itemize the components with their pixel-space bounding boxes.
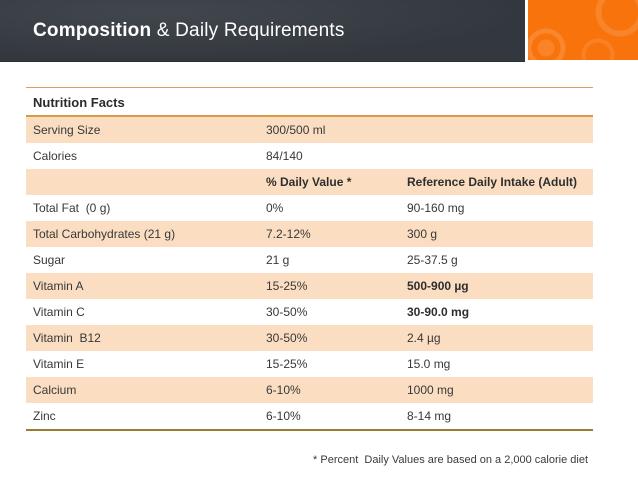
table-row: Total Fat (0 g) 0% 90-160 mg xyxy=(26,195,593,221)
cell-reference-intake: 90-160 mg xyxy=(407,201,465,215)
column-header-row: % Daily Value * Reference Daily Intake (A… xyxy=(26,169,593,195)
nutrition-facts-table: Nutrition Facts Serving Size 300/500 ml Ca… xyxy=(26,87,593,431)
slide-header: Composition & Daily Requirements xyxy=(0,0,525,62)
table-row: Zinc 6-10% 8-14 mg xyxy=(26,403,593,429)
table-row: Calcium 6-10% 1000 mg xyxy=(26,377,593,403)
cell-daily-value: 0% xyxy=(266,201,284,215)
cell-daily-value: 300/500 ml xyxy=(266,123,326,137)
cell-reference-intake: 1000 mg xyxy=(407,383,454,397)
decorative-orange-panel xyxy=(528,0,638,60)
table-title: Nutrition Facts xyxy=(26,88,593,117)
cell-reference-intake: 2.4 µg xyxy=(407,331,441,345)
table-row: Vitamin C 30-50% 30-90.0 mg xyxy=(26,299,593,325)
table-row: Vitamin E 15-25% 15.0 mg xyxy=(26,351,593,377)
slide-title-emphasis: Composition xyxy=(33,19,152,41)
cell-reference-intake: Reference Daily Intake (Adult) xyxy=(407,175,578,189)
cell-label: Total Carbohydrates (21 g) xyxy=(33,227,176,241)
cell-label: Total Fat (0 g) xyxy=(33,201,111,215)
cell-daily-value: 6-10% xyxy=(266,409,301,423)
cell-reference-intake: 300 g xyxy=(407,227,438,241)
cell-daily-value: % Daily Value * xyxy=(266,175,352,189)
cell-label: Vitamin E xyxy=(33,357,85,371)
table-row: Calories 84/140 xyxy=(26,143,593,169)
cell-label xyxy=(26,169,266,195)
cell-label: Zinc xyxy=(33,409,56,423)
cell-daily-value: 15-25% xyxy=(266,279,308,293)
slide-title: Composition & Daily Requirements xyxy=(33,20,345,42)
table-row: Vitamin B12 30-50% 2.4 µg xyxy=(26,325,593,351)
cell-label: Calcium xyxy=(33,383,77,397)
cell-daily-value: 30-50% xyxy=(266,305,308,319)
cell-reference-intake xyxy=(407,117,593,143)
cell-label: Serving Size xyxy=(33,123,101,137)
cell-label: Calories xyxy=(33,149,78,163)
cell-reference-intake: 30-90.0 mg xyxy=(407,305,470,319)
cell-label: Sugar xyxy=(33,253,66,267)
cell-daily-value: 21 g xyxy=(266,253,290,267)
cell-label: Vitamin C xyxy=(33,305,85,319)
cell-daily-value: 7.2-12% xyxy=(266,227,311,241)
cell-label: Vitamin B12 xyxy=(33,331,101,345)
cell-daily-value: 6-10% xyxy=(266,383,301,397)
cell-daily-value: 15-25% xyxy=(266,357,308,371)
cell-reference-intake: 500-900 µg xyxy=(407,279,469,293)
cell-daily-value: 84/140 xyxy=(266,149,303,163)
slide-title-rest: & Daily Requirements xyxy=(151,19,345,41)
footnote: * Percent Daily Values are based on a 2,… xyxy=(313,454,588,466)
table-body: Serving Size 300/500 ml Calories 84/140 % Da… xyxy=(26,117,593,429)
table-row: Total Carbohydrates (21 g) 7.2-12% 300 g xyxy=(26,221,593,247)
table-row: Sugar 21 g 25-37.5 g xyxy=(26,247,593,273)
cell-reference-intake xyxy=(407,143,593,169)
table-row: Vitamin A 15-25% 500-900 µg xyxy=(26,273,593,299)
cell-reference-intake: 8-14 mg xyxy=(407,409,452,423)
cell-reference-intake: 25-37.5 g xyxy=(407,253,458,267)
cell-label: Vitamin A xyxy=(33,279,84,293)
cell-daily-value: 30-50% xyxy=(266,331,308,345)
table-row: Serving Size 300/500 ml xyxy=(26,117,593,143)
cell-reference-intake: 15.0 mg xyxy=(407,357,451,371)
